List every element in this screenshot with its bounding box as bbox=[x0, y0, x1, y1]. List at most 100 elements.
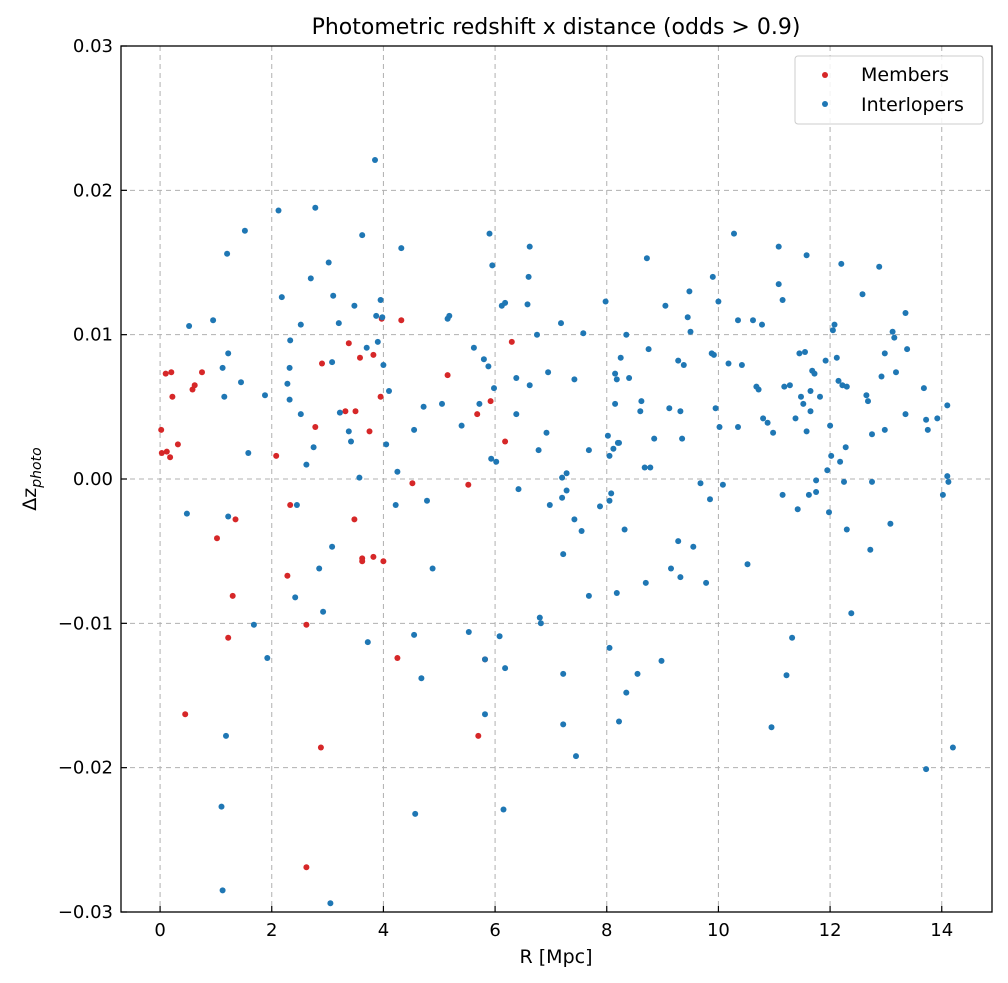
data-point-interlopers bbox=[813, 489, 820, 495]
data-point-interlopers bbox=[651, 435, 658, 442]
data-point-interlopers bbox=[537, 620, 544, 627]
data-point-interlopers bbox=[735, 317, 741, 324]
data-point-members bbox=[312, 424, 319, 430]
data-point-interlopers bbox=[920, 385, 927, 392]
data-point-interlopers bbox=[623, 331, 630, 338]
data-point-interlopers bbox=[621, 526, 628, 533]
data-point-members bbox=[398, 317, 405, 324]
data-point-interlopers bbox=[320, 608, 327, 615]
data-point-interlopers bbox=[606, 497, 613, 504]
data-point-interlopers bbox=[386, 388, 392, 394]
data-point-interlopers bbox=[924, 426, 931, 433]
data-point-interlopers bbox=[642, 579, 649, 586]
data-point-interlopers bbox=[666, 405, 673, 412]
data-point-interlopers bbox=[893, 369, 899, 376]
data-point-interlopers bbox=[616, 439, 622, 446]
data-point-members bbox=[377, 393, 384, 400]
data-point-interlopers bbox=[558, 320, 564, 327]
data-point-interlopers bbox=[612, 370, 619, 377]
data-point-interlopers bbox=[348, 438, 354, 445]
data-point-interlopers bbox=[183, 510, 190, 517]
chart-title: Photometric redshift x distance (odds > … bbox=[312, 15, 801, 40]
data-point-members bbox=[474, 411, 481, 418]
data-point-interlopers bbox=[488, 455, 495, 462]
data-point-interlopers bbox=[278, 294, 285, 301]
data-point-interlopers bbox=[838, 260, 845, 267]
data-point-interlopers bbox=[827, 422, 834, 429]
data-point-interlopers bbox=[223, 732, 229, 739]
data-point-members bbox=[342, 408, 349, 415]
data-point-interlopers bbox=[675, 538, 682, 545]
data-point-interlopers bbox=[535, 447, 542, 454]
data-point-interlopers bbox=[735, 424, 741, 430]
legend-marker-members bbox=[822, 72, 828, 78]
data-point-interlopers bbox=[383, 441, 390, 448]
data-point-interlopers bbox=[363, 344, 370, 351]
data-point-members bbox=[366, 428, 373, 435]
data-point-members bbox=[317, 744, 324, 751]
data-point-interlopers bbox=[526, 243, 533, 250]
data-point-interlopers bbox=[526, 382, 533, 389]
data-point-interlopers bbox=[310, 444, 317, 451]
data-point-interlopers bbox=[779, 297, 786, 303]
data-point-interlopers bbox=[245, 450, 252, 456]
y-tick-label: −0.02 bbox=[58, 758, 113, 779]
data-point-members bbox=[351, 516, 358, 523]
data-point-interlopers bbox=[731, 230, 737, 237]
data-point-interlopers bbox=[429, 565, 436, 572]
data-point-interlopers bbox=[712, 405, 719, 412]
data-point-interlopers bbox=[645, 346, 652, 353]
data-point-interlopers bbox=[325, 259, 332, 266]
data-point-interlopers bbox=[424, 497, 430, 504]
data-point-interlopers bbox=[859, 291, 866, 298]
data-point-interlopers bbox=[543, 429, 550, 436]
data-point-interlopers bbox=[297, 411, 304, 418]
data-point-interlopers bbox=[439, 400, 445, 407]
data-point-members bbox=[162, 370, 169, 377]
data-point-interlopers bbox=[647, 464, 654, 471]
data-point-interlopers bbox=[275, 207, 282, 214]
data-point-interlopers bbox=[842, 444, 849, 451]
y-axis-label-main: Δz bbox=[19, 488, 41, 511]
data-point-interlopers bbox=[515, 486, 522, 493]
data-point-interlopers bbox=[824, 467, 831, 474]
data-point-interlopers bbox=[262, 392, 268, 399]
data-points bbox=[158, 157, 956, 907]
data-point-members bbox=[380, 558, 387, 565]
data-point-interlopers bbox=[923, 766, 930, 773]
data-point-members bbox=[359, 555, 366, 562]
y-tick-label: 0.01 bbox=[73, 325, 113, 346]
data-point-interlopers bbox=[470, 344, 477, 351]
data-point-interlopers bbox=[945, 478, 952, 485]
data-point-interlopers bbox=[616, 718, 622, 725]
data-point-interlopers bbox=[658, 657, 665, 664]
data-point-interlopers bbox=[719, 481, 726, 488]
data-point-interlopers bbox=[284, 380, 291, 387]
data-point-interlopers bbox=[563, 487, 570, 494]
data-point-interlopers bbox=[798, 393, 804, 400]
data-point-interlopers bbox=[843, 526, 850, 533]
data-point-interlopers bbox=[813, 477, 820, 484]
legend-marker-interlopers bbox=[822, 101, 828, 107]
data-point-members bbox=[487, 398, 494, 405]
x-tick-label: 14 bbox=[930, 920, 953, 941]
legend-label-interlopers: Interlopers bbox=[861, 94, 964, 116]
data-point-members bbox=[214, 535, 220, 542]
data-point-interlopers bbox=[597, 503, 603, 510]
data-point-interlopers bbox=[412, 810, 419, 817]
data-point-interlopers bbox=[610, 445, 617, 452]
data-point-interlopers bbox=[379, 314, 386, 321]
y-axis-label-sub: photo bbox=[29, 447, 45, 488]
data-point-interlopers bbox=[626, 375, 633, 381]
data-point-interlopers bbox=[755, 386, 762, 393]
data-point-interlopers bbox=[668, 565, 674, 572]
data-point-interlopers bbox=[394, 468, 401, 475]
data-point-interlopers bbox=[623, 689, 630, 696]
data-point-interlopers bbox=[496, 633, 503, 640]
data-point-interlopers bbox=[939, 491, 946, 498]
data-point-members bbox=[508, 338, 515, 345]
data-point-interlopers bbox=[690, 543, 697, 550]
data-point-interlopers bbox=[803, 252, 810, 259]
data-point-interlopers bbox=[944, 402, 951, 409]
data-point-interlopers bbox=[336, 409, 343, 416]
